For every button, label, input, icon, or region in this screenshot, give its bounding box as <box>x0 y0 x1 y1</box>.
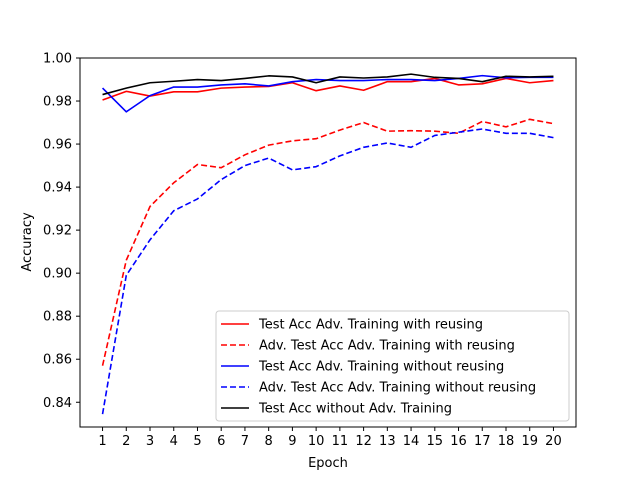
x-tick-label: 20 <box>545 434 562 449</box>
series-line-4 <box>101 128 554 415</box>
y-tick-label: 1.00 <box>43 52 72 67</box>
x-tick-label: 18 <box>498 434 515 449</box>
y-axis-ticks: 0.84 0.86 0.88 0.90 0.92 0.94 0.96 0.98 1.00 <box>43 52 80 411</box>
x-axis-label: Epoch <box>308 456 348 471</box>
y-tick-label: 0.88 <box>43 310 72 325</box>
x-tick-label: 5 <box>193 434 201 449</box>
legend: Test Acc Adv. Training with reusing Adv. … <box>215 310 570 422</box>
x-tick-label: 14 <box>403 434 420 449</box>
x-tick-label: 3 <box>146 434 154 449</box>
y-axis-label: Accuracy <box>20 212 35 272</box>
legend-box <box>215 310 570 422</box>
x-axis-ticks: 1 2 3 4 5 6 7 8 9 10 11 12 13 14 15 16 17 18 19 20 <box>98 427 562 449</box>
y-tick-label: 0.96 <box>43 138 72 153</box>
axes-frame <box>79 57 577 428</box>
x-tick-label: 1 <box>98 434 106 449</box>
series-line-1 <box>102 77 554 101</box>
legend-label-4: Adv. Test Acc Adv. Training without reus… <box>259 381 536 396</box>
x-tick-label: 10 <box>308 434 325 449</box>
x-tick-label: 17 <box>474 434 491 449</box>
y-tick-label: 0.90 <box>43 267 72 282</box>
x-tick-label: 19 <box>521 434 538 449</box>
x-tick-label: 6 <box>217 434 225 449</box>
legend-label-2: Adv. Test Acc Adv. Training with reusing <box>259 339 515 354</box>
legend-label-3: Test Acc Adv. Training without reusing <box>258 360 504 375</box>
series-line-2 <box>101 118 554 366</box>
x-tick-label: 15 <box>427 434 444 449</box>
x-tick-label: 16 <box>450 434 467 449</box>
x-tick-label: 9 <box>288 434 296 449</box>
x-tick-label: 8 <box>265 434 273 449</box>
legend-label-1: Test Acc Adv. Training with reusing <box>258 318 483 333</box>
x-tick-label: 12 <box>355 434 372 449</box>
series-line-5 <box>102 73 554 96</box>
x-tick-label: 4 <box>170 434 178 449</box>
x-tick-label: 11 <box>332 434 349 449</box>
y-tick-label: 0.92 <box>43 224 72 239</box>
y-tick-label: 0.86 <box>43 353 72 368</box>
series-layer <box>101 73 554 415</box>
y-tick-label: 0.94 <box>43 181 72 196</box>
y-tick-label: 0.84 <box>43 396 72 411</box>
x-tick-label: 2 <box>122 434 130 449</box>
y-tick-label: 0.98 <box>43 95 72 110</box>
x-tick-label: 7 <box>241 434 249 449</box>
legend-label-5: Test Acc without Adv. Training <box>258 402 452 417</box>
x-tick-label: 13 <box>379 434 396 449</box>
